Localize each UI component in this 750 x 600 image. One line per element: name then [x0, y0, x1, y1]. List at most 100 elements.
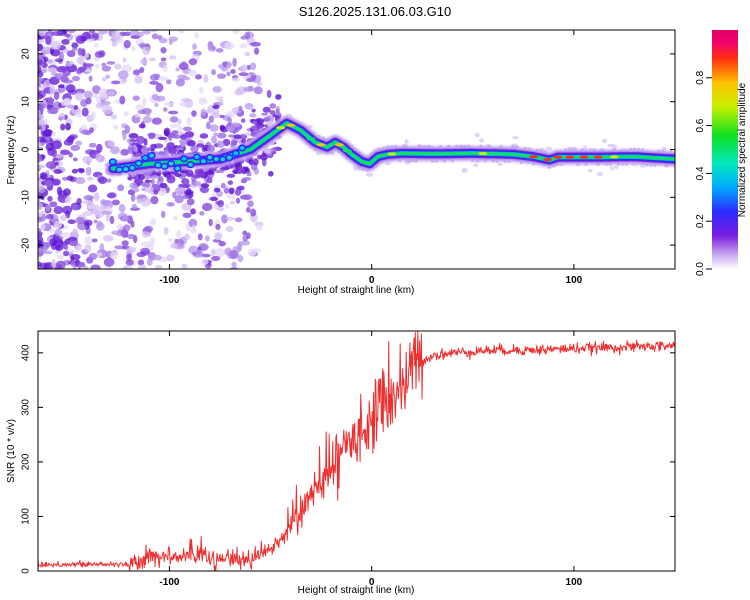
snr-ytick-label: 100 [21, 508, 32, 525]
noise-blob [84, 244, 92, 253]
noise-blob [137, 109, 147, 114]
halo-blob [404, 139, 409, 144]
noise-blob [211, 23, 221, 27]
noise-blob [91, 238, 98, 243]
track-core [427, 152, 437, 156]
halo-blob [461, 167, 468, 174]
noise-blob [62, 205, 73, 215]
track-fringe [373, 164, 378, 168]
track-core [553, 155, 563, 159]
track-fringe [547, 166, 552, 169]
track-fringe [495, 160, 499, 163]
noise-blob [38, 153, 41, 162]
track-fringe [341, 153, 346, 156]
track-fringe [519, 161, 524, 165]
track-fringe [438, 144, 443, 148]
noise-blob [45, 161, 57, 169]
noise-blob [275, 94, 282, 100]
snr-line [38, 331, 675, 571]
noise-blob [169, 116, 179, 123]
noise-blob [133, 146, 139, 153]
track-blob-core [142, 155, 148, 160]
track-fringe [317, 135, 321, 138]
track-fringe [462, 144, 467, 147]
noise-blob [106, 178, 112, 183]
track-fringe [669, 149, 673, 153]
noise-blob [71, 42, 79, 49]
noise-blob [199, 186, 210, 194]
track-fringe [584, 163, 588, 166]
noise-blob [76, 56, 85, 65]
noise-blob [95, 153, 102, 162]
noise-blob [51, 148, 57, 158]
noise-blob [81, 129, 90, 135]
noise-blob [155, 264, 163, 269]
noise-blob [103, 22, 114, 29]
noise-blob [131, 46, 136, 52]
noise-blob [216, 206, 225, 212]
noise-blob [246, 206, 251, 213]
noise-blob [38, 266, 42, 269]
noise-blob [54, 73, 65, 80]
noise-blob [102, 23, 110, 30]
noise-blob [233, 134, 242, 139]
noise-blob [225, 216, 236, 221]
noise-blob [38, 93, 44, 100]
noise-blob [191, 224, 197, 233]
track-fringe [576, 163, 580, 166]
noise-blob [47, 195, 53, 202]
noise-blob [41, 123, 46, 132]
noise-blob [138, 264, 147, 269]
noise-blob [180, 61, 187, 68]
noise-blob [82, 155, 93, 164]
noise-blob [88, 252, 98, 260]
noise-blob [71, 75, 80, 82]
noise-blob [39, 223, 46, 231]
track-blob-core [181, 156, 187, 161]
track-fringe [555, 163, 560, 166]
noise-blob [234, 217, 243, 223]
noise-blob [140, 247, 151, 255]
noise-blob [123, 40, 131, 49]
noise-blob [214, 169, 225, 174]
noise-blob [211, 112, 221, 119]
noise-blob [141, 230, 151, 238]
track-fringe [487, 144, 491, 148]
noise-blob [188, 58, 198, 66]
noise-blob [38, 269, 44, 276]
noise-blob [64, 244, 69, 251]
track-blob-core [168, 161, 174, 166]
noise-blob [168, 39, 173, 46]
noise-blob [65, 84, 76, 93]
noise-blob [198, 99, 208, 105]
noise-blob [157, 136, 167, 141]
noise-blob [132, 69, 141, 76]
noise-blob [233, 169, 244, 174]
noise-blob [38, 186, 46, 194]
track-fringe [422, 144, 427, 148]
noise-blob [242, 230, 248, 236]
track-fringe [377, 147, 382, 150]
noise-blob [142, 97, 147, 106]
noise-blob [219, 114, 225, 119]
noise-blob [142, 116, 152, 124]
noise-blob [38, 211, 43, 218]
noise-blob [253, 47, 260, 55]
track-fringe [620, 163, 625, 166]
noise-blob [42, 129, 53, 137]
noise-blob [186, 117, 192, 126]
noise-blob [120, 148, 130, 156]
track-fringe [628, 147, 633, 151]
noise-blob [206, 121, 211, 130]
noise-blob [162, 107, 168, 112]
noise-blob [244, 168, 251, 173]
noise-blob [118, 203, 126, 213]
noise-blob [144, 225, 154, 233]
noise-blob [126, 246, 137, 253]
track-fringe [475, 159, 479, 163]
noise-blob [148, 134, 155, 140]
noise-blob [256, 223, 263, 231]
snr-xlabel: Height of straight line (km) [298, 585, 415, 596]
track-fringe [503, 160, 507, 163]
noise-blob [47, 96, 54, 106]
